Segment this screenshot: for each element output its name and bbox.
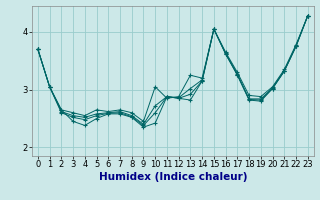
X-axis label: Humidex (Indice chaleur): Humidex (Indice chaleur): [99, 172, 247, 182]
